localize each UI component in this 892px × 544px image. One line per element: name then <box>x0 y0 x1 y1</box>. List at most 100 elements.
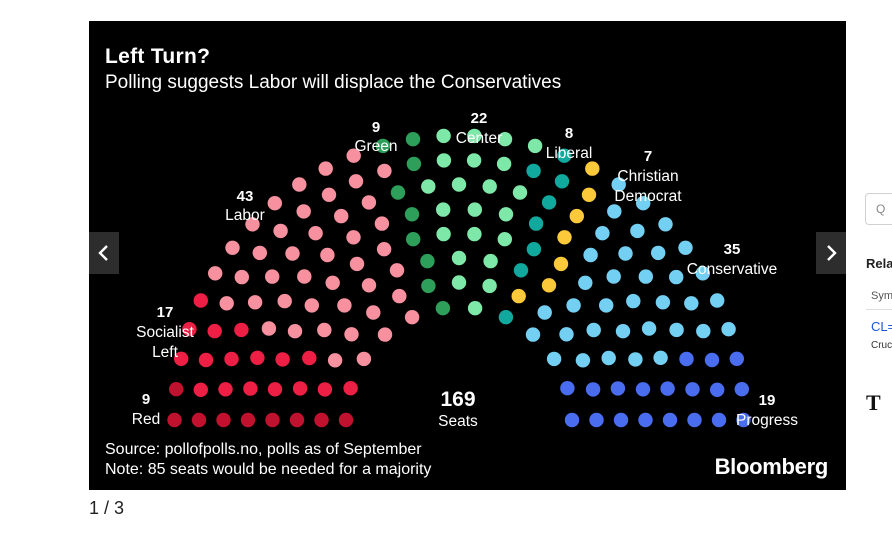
search-input[interactable]: Q <box>865 193 892 225</box>
label-socialist-left-name-line1: Socialist <box>136 324 194 341</box>
seat-labor <box>404 310 420 325</box>
seat-socialist-left <box>275 352 290 367</box>
seat-labor <box>320 247 335 263</box>
seat-socialist-left <box>234 322 249 338</box>
seat-labor <box>234 269 249 285</box>
seat-center <box>483 253 498 269</box>
seat-labor <box>304 298 319 313</box>
seat-center <box>436 128 451 144</box>
seat-labor <box>247 295 263 310</box>
seat-progress <box>660 381 675 396</box>
seat-labor <box>327 353 343 368</box>
label-green: 9 Green <box>354 119 397 155</box>
seat-christian-democrat <box>557 230 572 245</box>
seat-socialist-left <box>250 350 265 365</box>
seat-progress <box>736 412 751 428</box>
seat-socialist-left <box>224 351 239 367</box>
seat-labor <box>285 246 300 261</box>
seat-center <box>451 250 467 266</box>
chart-source: Source: pollofpolls.no, polls as of Sept… <box>105 441 422 458</box>
seat-socialist-left <box>174 351 189 366</box>
seat-progress <box>734 382 749 397</box>
seat-labor <box>346 148 361 163</box>
seat-liberal <box>526 242 542 257</box>
seat-conservative <box>583 247 598 263</box>
seat-conservative <box>710 293 725 308</box>
chart-subtitle: Polling suggests Labor will displace the… <box>105 72 562 93</box>
seat-progress <box>729 351 744 366</box>
label-center-seats: 22 <box>471 110 488 127</box>
seat-progress <box>679 351 694 367</box>
seat-conservative <box>601 350 616 366</box>
label-socialist-left: 17 Socialist Left <box>136 304 194 361</box>
seat-progress <box>635 382 651 397</box>
label-labor-seats: 43 <box>237 188 254 205</box>
label-socialist-left-seats: 17 <box>157 304 174 321</box>
slide-counter: 1 / 3 <box>89 498 125 518</box>
seat-conservative <box>636 196 651 211</box>
chart-slide: Left Turn? Polling suggests Labor will d… <box>89 21 846 490</box>
seat-labor <box>208 266 223 281</box>
seat-conservative <box>630 223 645 239</box>
seat-conservative <box>566 298 581 313</box>
label-progress: 19 Progress <box>736 392 798 429</box>
seat-progress <box>711 412 727 428</box>
seat-progress <box>687 412 702 428</box>
chart-title: Left Turn? <box>105 45 211 68</box>
seat-labor <box>292 177 307 192</box>
seat-conservative <box>678 240 693 255</box>
related-heading: Rela <box>866 256 892 271</box>
seat-conservative <box>628 352 643 367</box>
seat-conservative <box>578 275 593 290</box>
chevron-left-icon <box>98 245 108 261</box>
seat-center <box>467 226 482 242</box>
seat-progress <box>638 412 653 428</box>
next-slide-button[interactable] <box>816 232 846 274</box>
seat-christian-democrat <box>511 288 526 304</box>
seat-christian-democrat <box>569 208 584 224</box>
seat-labor <box>392 288 407 304</box>
label-progress-name: Progress <box>736 412 798 429</box>
seat-conservative <box>669 322 684 338</box>
seat-conservative <box>655 295 671 310</box>
label-total: 169 Seats <box>438 388 478 430</box>
seat-green <box>435 301 451 316</box>
seat-liberal <box>554 174 570 189</box>
seat-red <box>338 412 354 428</box>
seat-socialist-left <box>317 382 333 397</box>
seat-conservative <box>586 322 601 338</box>
seat-progress <box>662 412 678 428</box>
previous-slide-button[interactable] <box>89 232 119 274</box>
seat-labor <box>349 256 365 272</box>
related-symbol-link[interactable]: CL= <box>871 319 892 334</box>
seat-center <box>451 177 467 192</box>
label-conservative-seats: 35 <box>724 241 741 258</box>
seat-center <box>467 301 483 316</box>
text-icon[interactable]: T <box>866 390 881 415</box>
seat-conservative <box>651 245 666 261</box>
seat-christian-democrat <box>553 256 569 272</box>
seat-labor <box>219 296 234 311</box>
seat-conservative <box>684 296 699 311</box>
seat-conservative <box>626 293 641 309</box>
seat-labor <box>287 324 303 339</box>
label-christian-democrat-name-line1: Christian <box>617 168 678 185</box>
seat-labor <box>346 230 361 245</box>
seat-green <box>405 132 421 147</box>
seat-center <box>512 185 528 200</box>
chart-note: Note: 85 seats would be needed for a maj… <box>105 461 432 478</box>
seat-labor <box>377 163 392 179</box>
seat-socialist-left <box>218 382 233 397</box>
seat-progress <box>589 412 604 428</box>
seat-conservative <box>525 327 541 342</box>
seat-center <box>436 153 452 168</box>
seat-green <box>406 232 421 247</box>
seat-labor <box>356 351 372 367</box>
seat-center <box>451 275 467 290</box>
seat-socialist-left <box>193 382 208 397</box>
seat-red <box>191 412 207 428</box>
seat-center <box>497 232 512 247</box>
seat-labor <box>377 327 393 342</box>
label-green-seats: 9 <box>372 119 380 136</box>
label-christian-democrat-name-line2: Democrat <box>614 188 682 205</box>
